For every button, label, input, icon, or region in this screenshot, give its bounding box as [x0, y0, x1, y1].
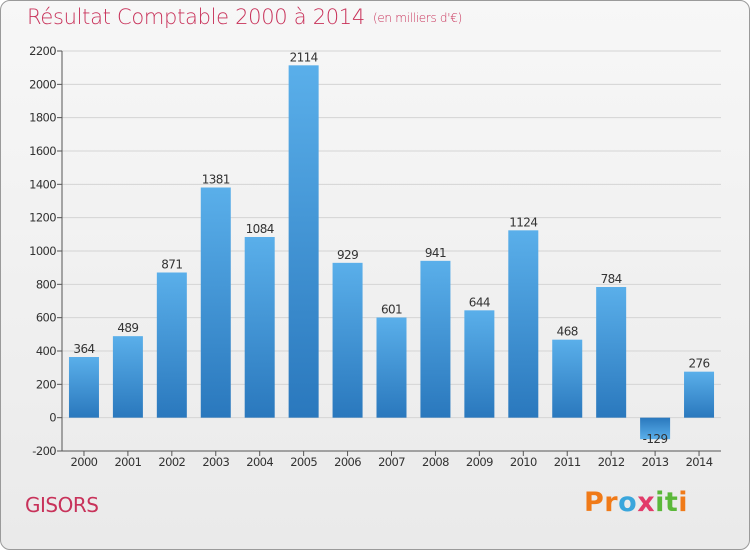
x-tick-label: 2012	[598, 455, 625, 469]
commune-name: GISORS	[25, 493, 99, 517]
y-tick-label: 0	[49, 411, 56, 425]
data-label: 601	[381, 303, 402, 317]
data-label: 468	[557, 325, 578, 339]
y-tick-label: 200	[36, 377, 56, 391]
y-tick-label: 1000	[29, 244, 56, 258]
brand-logo-letter: i	[655, 487, 665, 518]
bar-2014	[684, 371, 715, 418]
data-label: 784	[601, 272, 622, 286]
bar-2005	[288, 65, 319, 418]
y-tick-label: 400	[36, 344, 56, 358]
x-tick-label: 2002	[158, 455, 185, 469]
x-tick-label: 2001	[114, 455, 141, 469]
data-label: 929	[337, 248, 358, 262]
bar-2012	[596, 287, 627, 418]
data-label: 644	[469, 295, 490, 309]
bar-2008	[420, 260, 451, 418]
x-tick-label: 2006	[334, 455, 361, 469]
x-tick-label: 2014	[686, 455, 713, 469]
y-tick-label: 2000	[29, 77, 56, 91]
data-labels: 364 489 871 1381 1084 2114 929 601 941 644 1124 468…	[73, 50, 710, 446]
bar-2007	[376, 317, 407, 418]
brand-logo-letter: x	[637, 487, 656, 518]
data-label: 1381	[202, 173, 230, 187]
x-tick-label: 2007	[378, 455, 405, 469]
data-label: 941	[425, 246, 446, 260]
y-tick-label: -200	[32, 444, 56, 458]
x-tick-label: 2004	[246, 455, 273, 469]
bar-2009	[464, 310, 495, 418]
bar-2000	[68, 357, 99, 418]
chart-title-text: Résultat Comptable 2000 à 2014	[27, 5, 365, 29]
x-tick-label: 2011	[554, 455, 581, 469]
brand-logo-letter: o	[618, 487, 638, 518]
y-tick-label: 1800	[29, 111, 56, 125]
data-label: 2114	[290, 50, 318, 64]
bar-2010	[508, 230, 539, 418]
chart-subtitle: (en milliers d'€)	[372, 11, 462, 25]
y-tick-label: 1400	[29, 177, 56, 191]
brand-logo-letter: r	[604, 487, 619, 518]
x-tick-label: 2008	[422, 455, 449, 469]
data-label: 1124	[509, 215, 537, 229]
bar-2002	[156, 272, 187, 418]
x-tick-label: 2003	[202, 455, 229, 469]
bar-2013	[640, 417, 671, 440]
x-tick-label: 2000	[71, 455, 98, 469]
bar-2003	[200, 187, 231, 418]
brand-logo-letter: i	[678, 487, 689, 518]
data-label: 871	[161, 258, 182, 272]
x-tick-label: 2013	[642, 455, 669, 469]
brand-logo-letter: P	[584, 487, 605, 518]
x-tick-label: 2010	[510, 455, 537, 469]
data-label: 364	[73, 342, 94, 356]
x-tick-label: 2005	[290, 455, 317, 469]
brand-logo-letter: t	[664, 487, 679, 518]
axes: -200 0 200 400 600 800 1000 1200 1400 1600 1800 200…	[29, 44, 721, 469]
y-tick-label: 1200	[29, 211, 56, 225]
chart-title: Résultat Comptable 2000 à 2014 (en millie…	[27, 5, 462, 29]
bar-2006	[332, 262, 363, 418]
y-tick-label: 1600	[29, 144, 56, 158]
y-tick-label: 800	[36, 277, 56, 291]
x-tick-label: 2009	[466, 455, 493, 469]
y-tick-label: 600	[36, 311, 56, 325]
bars	[68, 65, 715, 440]
y-tick-label: 2200	[29, 44, 56, 58]
data-label: 489	[117, 321, 138, 335]
data-label: 1084	[246, 222, 274, 236]
data-label: -129	[643, 432, 668, 446]
bar-2001	[112, 336, 143, 418]
data-label: 276	[688, 357, 709, 371]
bar-2011	[552, 339, 583, 418]
bar-2004	[244, 237, 275, 418]
brand-logo: Proxiti	[584, 487, 688, 518]
